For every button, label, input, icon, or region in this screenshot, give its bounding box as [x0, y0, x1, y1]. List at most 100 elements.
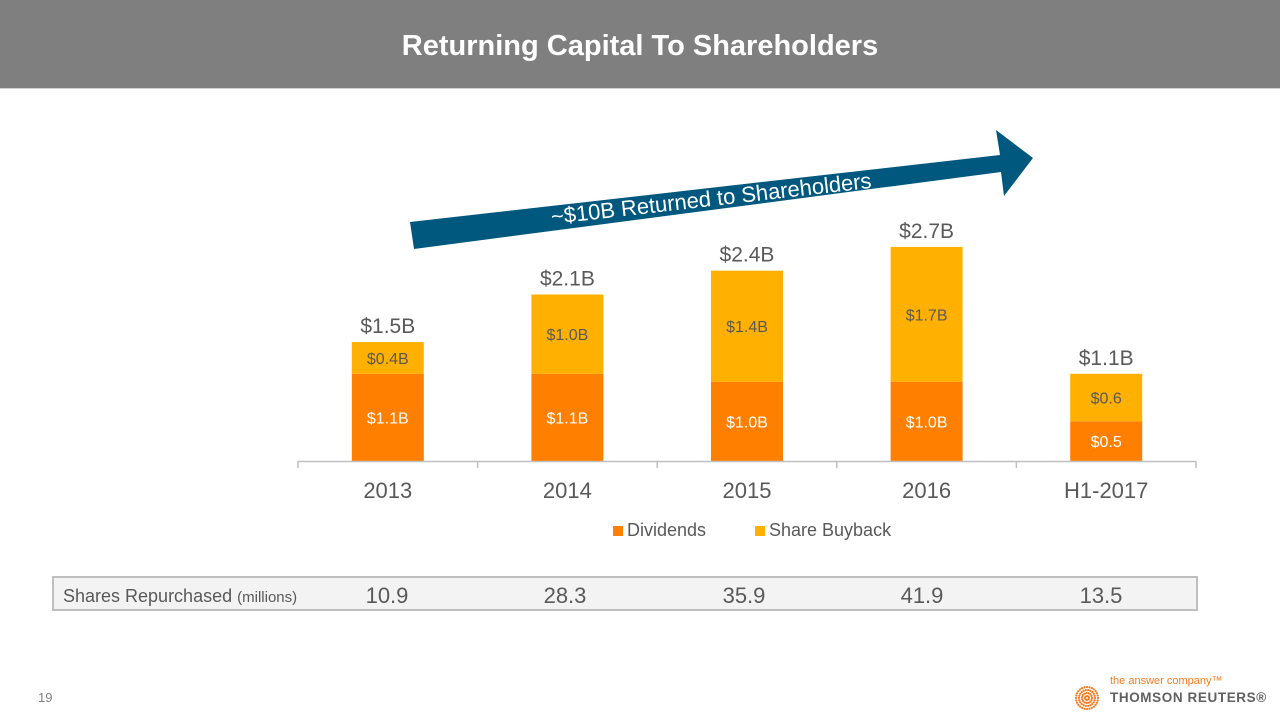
bar-dividends-2016	[890, 381, 963, 461]
shares-label-unit: (millions)	[237, 589, 298, 606]
logo-dot	[1090, 686, 1093, 690]
logo-dot	[1089, 700, 1092, 703]
logo-dot	[1085, 701, 1088, 705]
shares-repurchased-table: Shares Repurchased (millions) 10.9 28.3 …	[52, 576, 1198, 611]
bar-share-buyback-2014	[531, 294, 604, 374]
logo-tagline: the answer company™	[1110, 675, 1223, 687]
bar-dividends-h1-2017	[1070, 421, 1143, 461]
logo-dot	[1075, 701, 1079, 704]
data-label-share-buyback-2014: $1.0B	[546, 327, 588, 344]
logo-dot	[1095, 692, 1099, 695]
data-label-dividends-h1-2017: $0.5	[1091, 434, 1122, 451]
legend-swatch-share-buyback	[755, 525, 765, 536]
logo-dot	[1084, 688, 1087, 692]
logo-dot	[1091, 690, 1094, 694]
logo-dot	[1093, 699, 1096, 702]
logo-dot	[1087, 701, 1090, 704]
x-tick-label-2016: 2016	[902, 478, 951, 503]
logo-dot	[1096, 694, 1099, 697]
logo-dot	[1075, 699, 1078, 702]
bars-group: $1.1B $0.4B $1.5B $1.1B $1.0B $2.1B $1.0B $1.4B…	[351, 220, 1143, 461]
logo-dot	[1085, 691, 1088, 695]
logo-dot	[1081, 693, 1085, 697]
bar-dividends-2013	[351, 373, 424, 461]
logo-dots-icon	[1074, 685, 1100, 711]
data-label-dividends-2013: $1.1B	[367, 410, 409, 427]
logo-dot	[1075, 694, 1078, 697]
logo-dot	[1083, 692, 1086, 695]
logo-dot	[1088, 686, 1091, 689]
logo-dot	[1077, 696, 1081, 700]
data-label-dividends-2015: $1.0B	[726, 414, 768, 431]
x-tick-label-2014: 2014	[543, 478, 592, 503]
x-tick-label-2015: 2015	[723, 478, 772, 503]
total-label-h1-2017: $1.1B	[1079, 347, 1134, 370]
logo-dot	[1079, 701, 1082, 704]
page-number: 19	[38, 690, 53, 705]
logo-dot	[1083, 686, 1086, 689]
bar-share-buyback-2015	[711, 270, 783, 382]
shares-value-2015: 35.9	[722, 583, 766, 608]
logo-dot	[1079, 688, 1082, 691]
logo-dot	[1084, 704, 1087, 708]
logo-dot	[1096, 699, 1099, 702]
logo-dot	[1090, 706, 1093, 710]
total-label-2014: $2.1B	[540, 267, 595, 290]
x-tick-label-h1-2017: H1-2017	[1064, 478, 1148, 503]
legend-item-share-buyback: Share Buyback	[755, 520, 891, 541]
shares-value-2014: 28.3	[543, 583, 587, 608]
data-label-dividends-2016: $1.0B	[906, 414, 948, 431]
logo-dot	[1092, 688, 1095, 691]
logo-dot	[1088, 707, 1091, 710]
logo-dot	[1083, 701, 1086, 704]
data-label-share-buyback-2013: $0.4B	[367, 351, 409, 368]
total-label-2016: $2.7B	[899, 220, 954, 243]
logo-dot	[1085, 685, 1089, 689]
legend-label-dividends: Dividends	[627, 520, 707, 540]
shares-value-2013: 10.9	[365, 583, 409, 608]
logo-dot	[1083, 707, 1086, 710]
data-label-share-buyback-2015: $1.4B	[726, 319, 768, 336]
shares-value-h1-2017: 13.5	[1079, 583, 1123, 608]
logo-dot	[1092, 692, 1095, 695]
logo-dot	[1077, 690, 1080, 693]
logo-dot	[1087, 704, 1090, 708]
logo-dot	[1089, 693, 1092, 696]
logo-dot	[1096, 696, 1100, 700]
bar-share-buyback-h1-2017	[1070, 373, 1143, 422]
logo-dot	[1079, 705, 1082, 708]
chart-legend: Dividends Share Buyback	[0, 520, 1280, 544]
logo-dot	[1082, 704, 1085, 707]
logo-dot	[1093, 696, 1097, 700]
logo-dot	[1077, 703, 1080, 706]
shares-label-text: Shares Repurchased	[63, 586, 233, 606]
bar-share-buyback-2016	[890, 246, 963, 382]
legend-label-share-buyback: Share Buyback	[769, 520, 892, 540]
logo-dot	[1090, 694, 1093, 698]
logo-dot	[1082, 689, 1085, 692]
x-axis: 2013 2014 2015 2016 H1-2017	[297, 460, 1197, 503]
logo-dot	[1090, 698, 1093, 702]
data-label-share-buyback-h1-2017: $0.6	[1091, 391, 1122, 408]
logo-dot	[1089, 689, 1092, 692]
logo-dot	[1078, 699, 1081, 702]
logo-dot	[1081, 699, 1085, 703]
shares-value-2016: 41.9	[900, 583, 944, 608]
total-label-2013: $1.5B	[360, 315, 415, 338]
logo-dot	[1091, 702, 1094, 706]
logo-dot	[1085, 707, 1089, 711]
data-label-dividends-2014: $1.1B	[546, 410, 588, 427]
logo-dot	[1087, 695, 1090, 698]
data-label-share-buyback-2016: $1.7B	[906, 307, 948, 324]
logo-dot	[1090, 696, 1094, 700]
logo-dot	[1092, 705, 1095, 708]
logo-dot	[1094, 703, 1097, 706]
banner-text: ~$10B Returned to Shareholders	[550, 168, 873, 229]
total-label-2015: $2.4B	[720, 244, 775, 267]
logo-dot	[1089, 704, 1092, 707]
legend-item-dividends: Dividends	[613, 520, 706, 541]
bar-dividends-2014	[531, 373, 604, 461]
logo-dot	[1087, 692, 1090, 695]
logo-dot	[1074, 696, 1078, 700]
logo-name: THOMSON REUTERS®	[1110, 690, 1267, 705]
